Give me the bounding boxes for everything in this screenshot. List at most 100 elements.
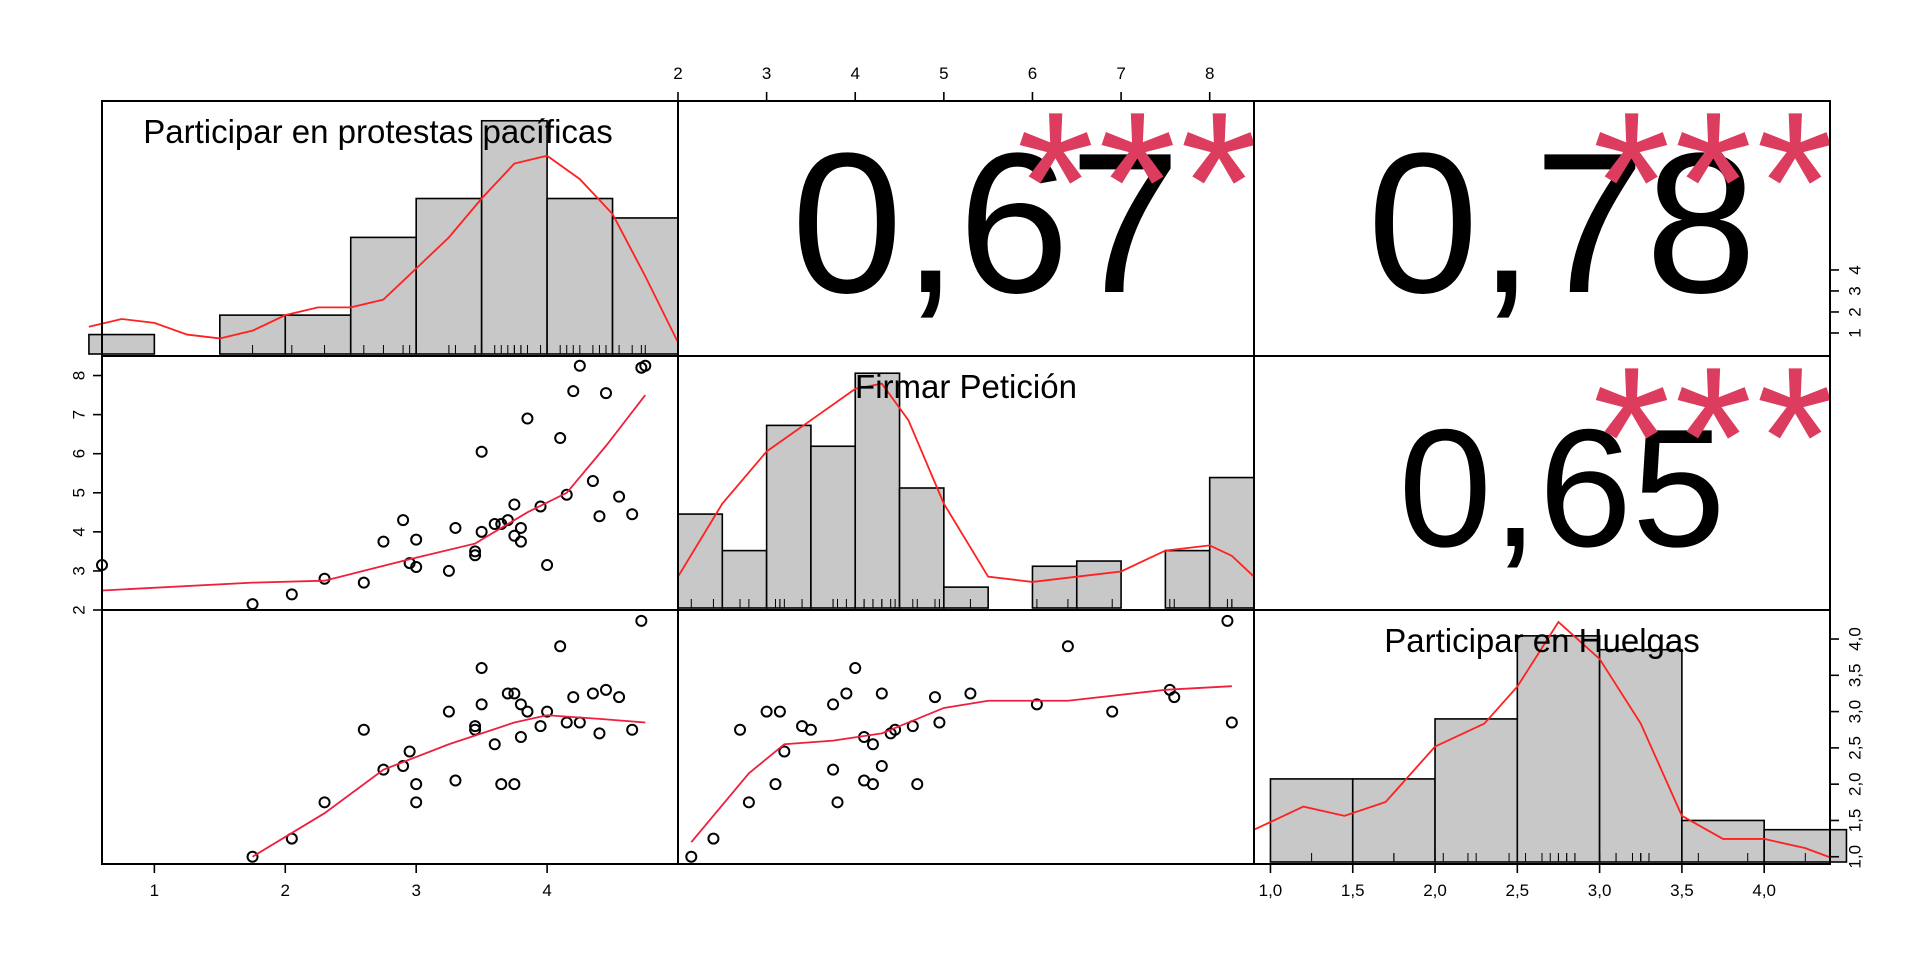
point-3-2-24 [1106, 705, 1119, 718]
y-axis-left-2-tick-label-3: 4 [69, 527, 88, 536]
x-axis-bottom-3-tick-label-6: 3,5 [1670, 881, 1694, 900]
x-axis-top-2-tick-label-3: 4 [850, 64, 859, 83]
correlation-value-3: 0,65 [1399, 394, 1726, 582]
hist-bar-2-12 [1164, 549, 1211, 609]
point-3-1-6 [377, 763, 390, 776]
point-3-2-30 [1225, 716, 1238, 729]
point-2-1-14 [469, 545, 482, 558]
point-3-1-17 [488, 738, 501, 751]
point-3-2-17 [866, 738, 879, 751]
point-3-1-22 [514, 731, 527, 743]
point-3-1-35 [626, 723, 639, 736]
point-2-1-24 [521, 412, 534, 425]
y-axis-left-2-tick-label-1: 2 [69, 605, 88, 614]
significance-stars-2: *** [1593, 71, 1839, 294]
point-2-1-20 [508, 529, 521, 542]
density-curve-2 [677, 382, 1255, 583]
variable-label-2: Firmar Petición [855, 368, 1077, 405]
x-axis-bottom-3-tick-label-7: 4,0 [1752, 881, 1776, 900]
point-3-2-15 [849, 662, 862, 675]
point-3-2-4 [742, 796, 755, 809]
point-3-2-31 [964, 687, 977, 700]
point-3-2-6 [827, 763, 840, 776]
point-3-2-16 [1030, 698, 1043, 711]
point-2-1-29 [567, 385, 580, 398]
point-3-1-36 [635, 614, 648, 627]
point-3-1-19 [501, 687, 514, 700]
point-3-2-20 [840, 687, 853, 700]
point-3-1-11 [442, 705, 455, 718]
smooth-line-3-2 [690, 685, 1232, 843]
y-axis-right-1-tick-label-1: 1 [1845, 328, 1864, 337]
hist-bar-2-10 [1075, 560, 1122, 609]
x-axis-bottom-3-tick-label-3: 2,0 [1423, 881, 1447, 900]
point-3-1-23 [514, 698, 527, 711]
hist-bar-1-1 [88, 333, 156, 355]
point-2-1-12 [449, 521, 462, 534]
point-2-1-22 [514, 521, 527, 534]
x-axis-bottom-3-tick-label-2: 1,5 [1341, 881, 1365, 900]
point-3-1-2 [246, 850, 259, 863]
point-2-1-31 [586, 475, 599, 488]
point-3-2-11 [760, 705, 773, 718]
hist-bar-1-6 [415, 197, 483, 355]
y-axis-left-2-tick-label-6: 7 [69, 410, 88, 419]
y-axis-right-3-tick-label-1: 1,0 [1845, 845, 1864, 869]
hist-bar-2-13 [1208, 476, 1255, 609]
point-3-1-8 [403, 745, 416, 758]
point-2-1-16 [475, 445, 488, 458]
point-3-1-7 [397, 760, 410, 773]
point-3-1-31 [586, 687, 599, 700]
hist-bar-2-6 [898, 487, 945, 609]
x-axis-top-2-tick-label-2: 3 [762, 64, 771, 83]
hist-bar-3-6 [1681, 819, 1765, 863]
y-axis-right-1-tick-label-2: 2 [1845, 307, 1864, 316]
point-3-1-20 [508, 687, 521, 700]
point-2-1-13 [469, 549, 482, 562]
significance-stars-1: *** [1017, 71, 1263, 294]
point-3-1-21 [508, 778, 521, 791]
point-3-1-33 [600, 683, 612, 696]
hist-bar-2-7 [943, 586, 989, 609]
point-3-1-15 [475, 662, 488, 675]
panel-border-3-2 [677, 609, 1255, 865]
point-2-1-37 [639, 359, 652, 372]
point-2-1-11 [442, 564, 455, 577]
point-3-2-27 [1061, 640, 1074, 653]
point-2-1-2 [246, 598, 259, 611]
hist-bar-2-1 [677, 513, 724, 609]
hist-bar-3-2 [1351, 778, 1436, 863]
x-axis-bottom-1-tick-label-3: 3 [411, 881, 420, 900]
point-2-1-17 [488, 518, 501, 531]
y-axis-right-1-tick-label-3: 3 [1845, 286, 1864, 295]
hist-bar-2-3 [765, 424, 812, 609]
point-3-1-34 [613, 691, 626, 704]
hist-bar-1-4 [284, 314, 352, 355]
point-2-1-32 [593, 510, 606, 523]
point-3-2-7 [875, 760, 888, 773]
hist-bar-3-5 [1598, 648, 1683, 863]
point-2-1-34 [613, 490, 626, 503]
y-axis-left-2-tick-label-2: 3 [69, 566, 88, 575]
y-axis-left-2-tick-label-4: 5 [69, 488, 88, 497]
panel-border-3-1 [101, 609, 679, 865]
correlation-value-1: 0,67 [791, 112, 1180, 335]
point-3-1-24 [521, 705, 534, 718]
y-axis-right-3-tick-label-5: 3,0 [1845, 700, 1864, 724]
point-3-1-5 [357, 723, 370, 736]
point-2-1-15 [475, 525, 488, 538]
x-axis-bottom-3-tick-label-4: 2,5 [1505, 881, 1529, 900]
point-3-2-28 [933, 716, 946, 729]
point-3-2-14 [804, 723, 817, 736]
point-3-1-28 [560, 716, 573, 729]
y-axis-right-3-tick-label-4: 2,5 [1845, 736, 1864, 760]
point-3-1-32 [593, 727, 606, 740]
x-axis-bottom-1-tick-label-2: 2 [281, 881, 290, 900]
point-2-1-10 [410, 533, 423, 546]
hist-bar-2-4 [810, 445, 857, 609]
point-3-1-16 [475, 698, 488, 711]
y-axis-right-1-tick-label-4: 4 [1845, 265, 1864, 274]
point-2-1-33 [600, 387, 612, 400]
point-3-1-25 [534, 720, 547, 733]
panel-border-2-1 [101, 355, 679, 611]
